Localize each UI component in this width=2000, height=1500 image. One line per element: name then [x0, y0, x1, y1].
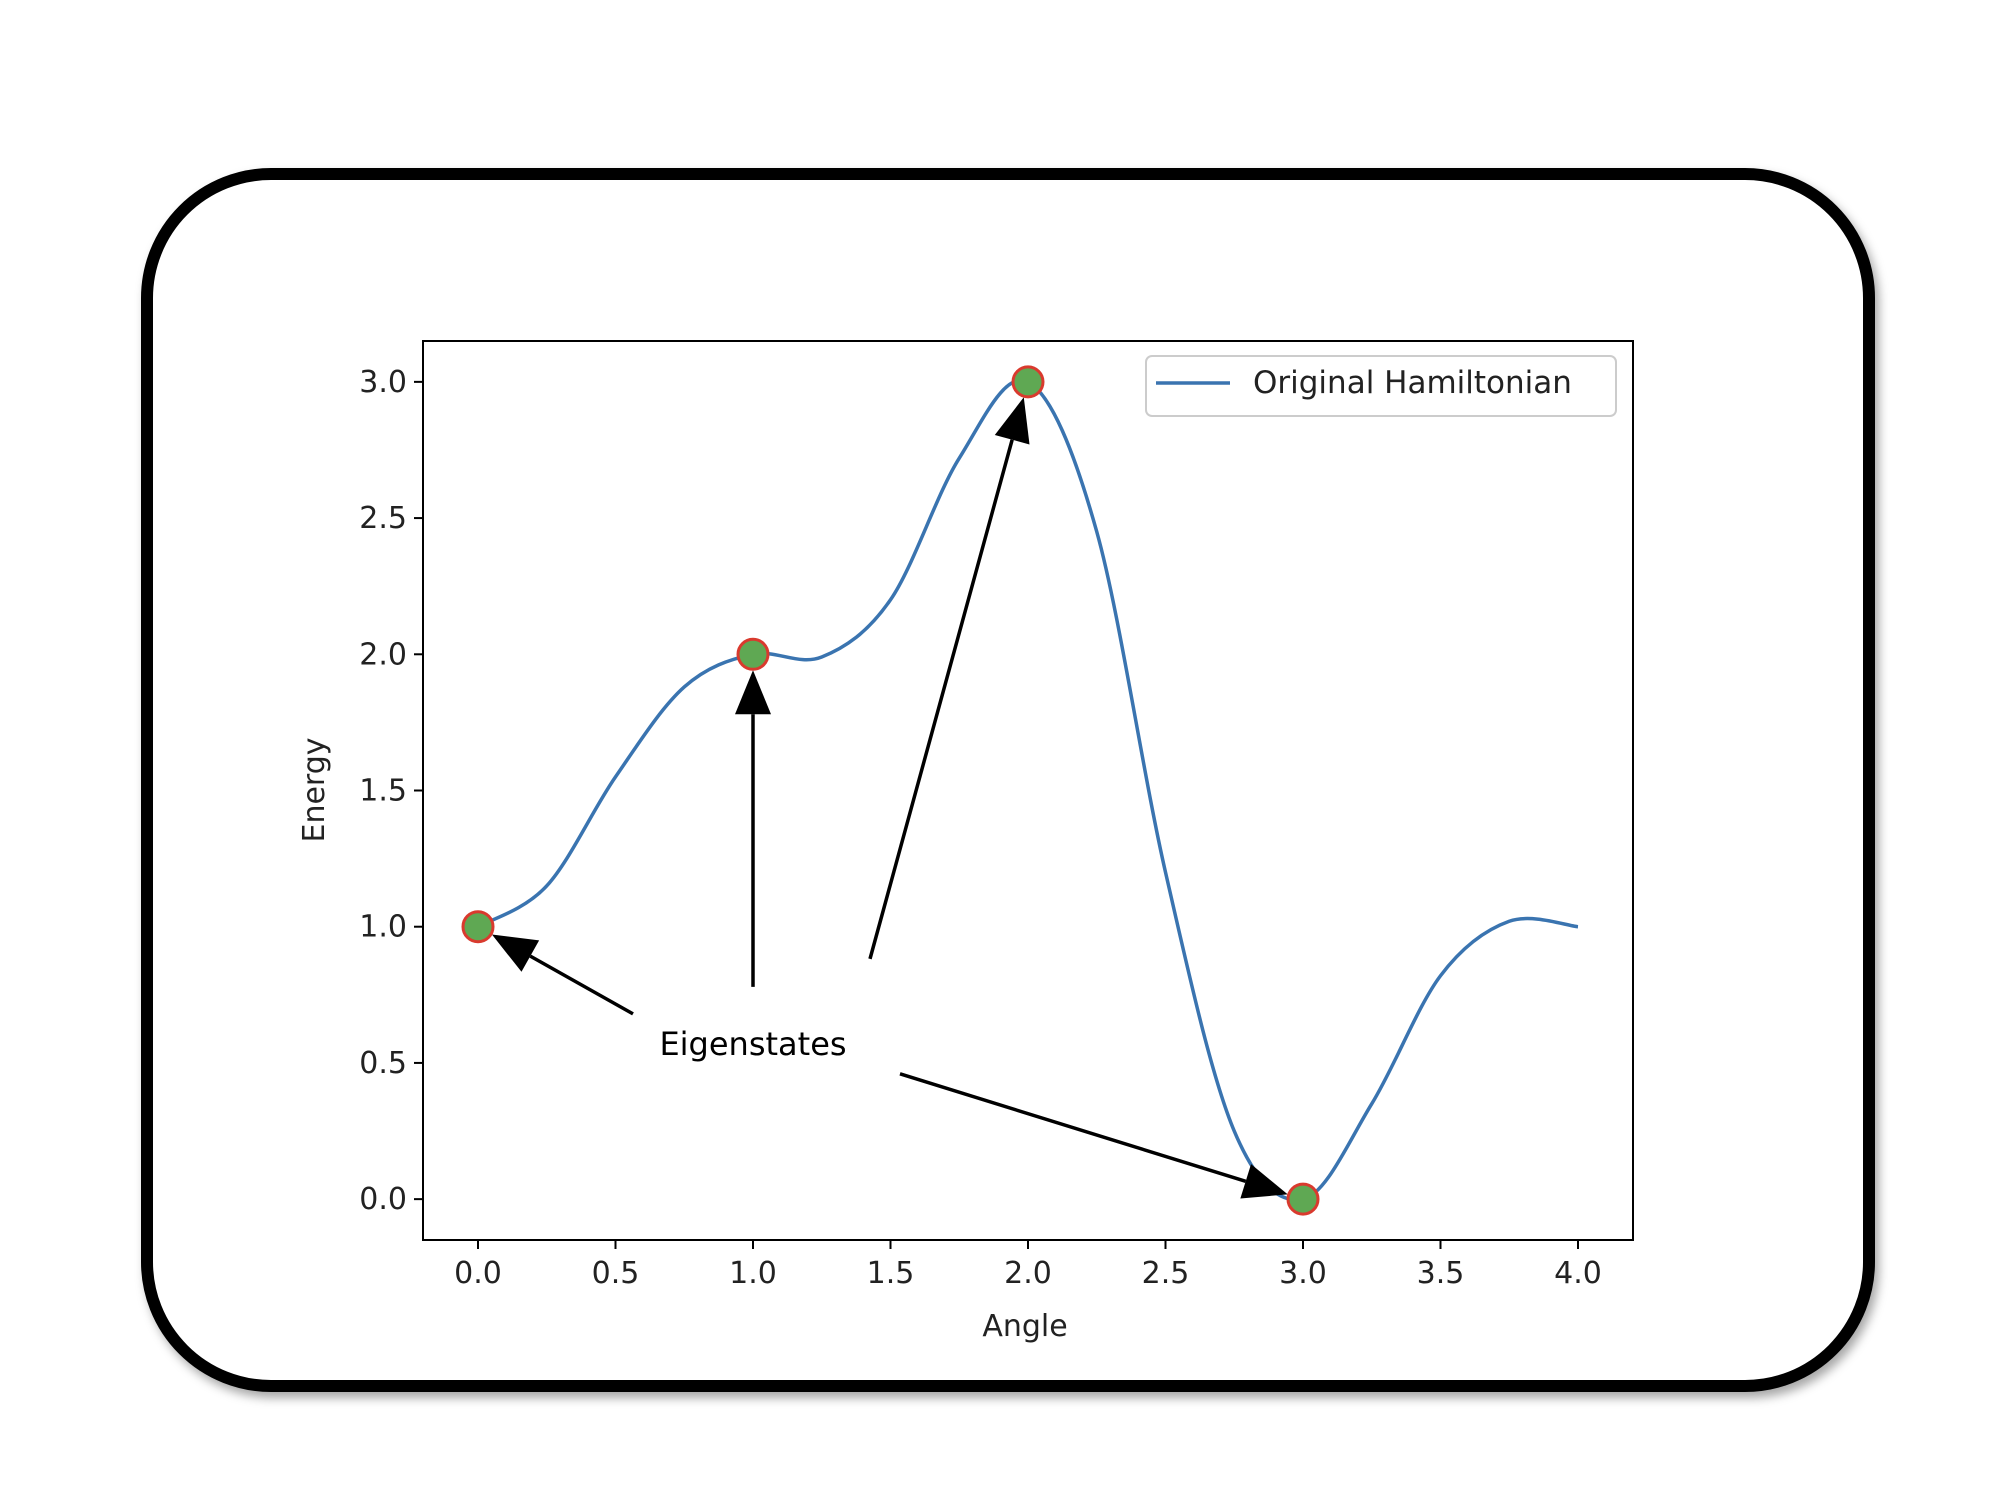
x-axis-label: Angle	[982, 1309, 1067, 1344]
x-tick-label: 3.0	[1279, 1256, 1327, 1291]
legend-label: Original Hamiltonian	[1253, 365, 1572, 401]
annotation-arrow	[868, 397, 1030, 960]
x-tick-label: 2.5	[1142, 1256, 1190, 1291]
y-tick-label: 1.5	[359, 774, 407, 809]
series-line-original-hamiltonian	[477, 378, 1579, 1202]
x-tick-label: 0.5	[592, 1256, 640, 1291]
y-tick-label: 2.0	[359, 637, 407, 672]
legend: Original Hamiltonian	[1145, 355, 1617, 417]
annotation-arrow	[899, 1072, 1288, 1199]
y-tick-label: 2.5	[359, 501, 407, 536]
legend-box	[1145, 355, 1617, 417]
y-axis: 0.0 0.5 1.0 1.5 2.0 2.5 3.0	[359, 365, 423, 1217]
annotation-label: Eigenstates	[659, 1025, 846, 1063]
y-tick-label: 0.0	[359, 1182, 407, 1217]
x-tick-label: 3.5	[1417, 1256, 1465, 1291]
eigenstate-marker	[461, 910, 495, 944]
y-tick-label: 3.0	[359, 365, 407, 400]
plot-area	[422, 340, 1634, 1241]
x-tick-label: 4.0	[1554, 1256, 1602, 1291]
x-tick-label: 2.0	[1004, 1256, 1052, 1291]
eigenstate-markers	[461, 365, 1320, 1216]
annotation-arrow	[735, 670, 771, 987]
eigenstate-marker	[736, 637, 770, 671]
x-axis: 0.0 0.5 1.0 1.5 2.0 2.5 3.0 3.5 4.0	[454, 1240, 1602, 1291]
x-tick-label: 1.5	[867, 1256, 915, 1291]
y-axis-label: Energy	[297, 737, 332, 842]
x-tick-label: 0.0	[454, 1256, 502, 1291]
annotation-arrow	[491, 934, 634, 1016]
annotation-arrows	[491, 397, 1288, 1199]
eigenstate-marker	[1011, 365, 1045, 399]
x-tick-label: 1.0	[729, 1256, 777, 1291]
y-tick-label: 0.5	[359, 1046, 407, 1081]
eigenstate-marker	[1286, 1182, 1320, 1216]
y-tick-label: 1.0	[359, 910, 407, 945]
